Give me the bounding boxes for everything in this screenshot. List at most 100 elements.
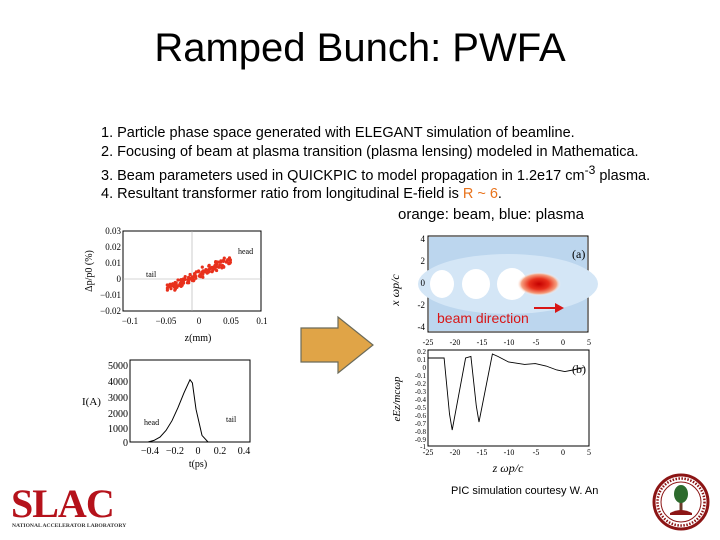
efield-ytick: 0 [423, 364, 427, 372]
phase-point [228, 260, 232, 264]
efield-ytick: -0.7 [415, 420, 427, 428]
current-ytick: 1000 [108, 424, 128, 435]
phase-point [193, 274, 198, 278]
bullet-3: 3. Beam parameters used in QUICKPIC to m… [101, 161, 650, 185]
simulation-credit: PIC simulation courtesy W. An [451, 485, 599, 497]
transformer-ratio-highlight: R ~ 6 [462, 186, 498, 203]
phase-xtick: −0.1 [122, 316, 138, 326]
current-xtick: 0.2 [214, 446, 227, 457]
phase-point [174, 283, 178, 287]
efield-plot-frame [427, 349, 590, 447]
phase-point [174, 281, 178, 285]
current-xtick: −0.2 [166, 446, 184, 457]
slac-logo: SLAC NATIONAL ACCELERATOR LABORATORY [11, 484, 126, 529]
bullet-4: 4. Resultant transformer ratio from long… [101, 185, 650, 204]
efield-ytick: -1 [420, 443, 426, 451]
phase-scatter-points [165, 256, 232, 292]
phase-tail-label: tail [146, 270, 157, 279]
plasma-bubble [497, 268, 527, 300]
phase-point [187, 275, 191, 279]
current-ytick: 2000 [108, 409, 128, 420]
phase-point [200, 270, 204, 274]
phase-point [171, 282, 175, 286]
bullet-3-tail: plasma. [595, 167, 651, 184]
efield-ytick: 0.1 [417, 356, 426, 364]
current-tail-label: tail [226, 415, 237, 424]
phase-point [197, 274, 201, 278]
beam-direction-label: beam direction [437, 310, 529, 326]
current-xtick: −0.4 [141, 446, 159, 457]
density-ytick: 2 [421, 256, 426, 266]
phase-xlabel: z(mm) [185, 333, 212, 344]
efield-ytick: -0.2 [415, 380, 427, 388]
phase-point [218, 263, 222, 267]
phase-point [183, 275, 187, 279]
current-xtick: 0.4 [238, 446, 251, 457]
phase-xtick: 0 [197, 316, 202, 326]
efield-xtick: -25 [423, 448, 434, 457]
phase-point [181, 279, 185, 283]
density-ytick: 0 [421, 278, 426, 288]
phase-xtick: 0.1 [256, 316, 267, 326]
phase-point [220, 263, 224, 267]
efield-xtick: -15 [477, 448, 488, 457]
efield-ytick: -0.5 [415, 404, 427, 412]
phase-ytick: 0.02 [105, 242, 121, 252]
efield-top-xtick: 5 [587, 338, 591, 347]
efield-xtick: 5 [587, 448, 591, 457]
phase-space-plot: 0.03 0.02 0.01 0 −0.01 −0.02 −0.1 −0.05 … [84, 226, 268, 344]
phase-ytick: −0.02 [100, 306, 121, 316]
phase-point [207, 270, 211, 274]
current-ytick: 3000 [108, 393, 128, 404]
efield-top-xtick: -10 [504, 338, 515, 347]
phase-point [187, 281, 191, 285]
bullet-2: 2. Focusing of beam at plasma transition… [101, 143, 639, 160]
density-ylabel: x ωp/c [388, 274, 402, 307]
phase-point [201, 275, 205, 279]
phase-ytick: 0.03 [105, 226, 121, 236]
phase-ytick: 0.01 [105, 258, 121, 268]
phase-point [169, 287, 173, 291]
current-ytick: 4000 [108, 377, 128, 388]
phase-xtick: −0.05 [156, 316, 177, 326]
efield-ytick: -0.9 [415, 436, 427, 444]
university-seal [652, 473, 710, 531]
current-xtick: 0 [196, 446, 201, 457]
efield-xtick: -20 [450, 448, 461, 457]
current-ylabel: I(A) [82, 396, 101, 408]
current-ytick: 5000 [108, 361, 128, 372]
phase-point [215, 268, 219, 273]
right-arrow-icon [300, 315, 374, 375]
current-head-label: head [144, 418, 159, 427]
density-ytick: -4 [418, 322, 426, 332]
current-profile-plot: 5000 4000 3000 2000 1000 0 −0.4 −0.2 0 0… [82, 359, 251, 470]
phase-point [225, 259, 229, 263]
slac-logo-subtext: NATIONAL ACCELERATOR LABORATORY [12, 523, 126, 529]
efield-ytick: -0.1 [415, 372, 427, 380]
panel-b-label: (b) [572, 362, 586, 376]
efield-plot: -25 -20 -15 -10 -5 0 5 0.2 0.1 0 -0.1 -0… [391, 338, 591, 475]
density-map-plot: 4 2 0 -2 -4 x ωp/c (a) [388, 234, 598, 333]
panel-a-label: (a) [572, 247, 585, 261]
efield-top-xtick: -5 [533, 338, 540, 347]
efield-ytick: -0.6 [415, 412, 427, 420]
efield-ylabel: eEz/mcωp [391, 376, 403, 422]
efield-top-xtick: -20 [450, 338, 461, 347]
phase-point [227, 256, 232, 260]
efield-xtick: -10 [504, 448, 515, 457]
beam-bunch [517, 272, 561, 296]
phase-point [176, 278, 180, 282]
phase-point [188, 272, 192, 277]
phase-ytick: −0.01 [100, 290, 121, 300]
bullet-list: 1. Particle phase space generated with E… [101, 124, 650, 204]
phase-point [200, 265, 204, 269]
phase-point [196, 270, 200, 274]
phase-point [165, 283, 169, 287]
current-plot-frame [129, 359, 251, 443]
slide-title: Ramped Bunch: PWFA [154, 26, 566, 70]
phase-point [165, 286, 169, 290]
phase-xtick: 0.05 [223, 316, 239, 326]
efield-line [428, 353, 584, 431]
efield-top-xtick: 0 [561, 338, 565, 347]
current-profile-line [147, 378, 209, 443]
